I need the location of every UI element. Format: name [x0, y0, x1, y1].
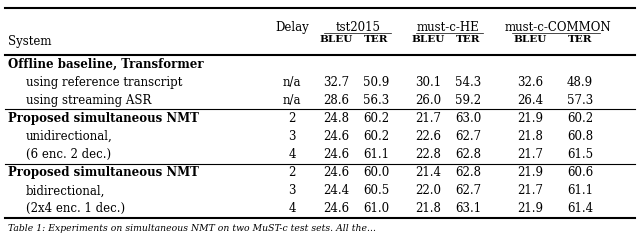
Text: Delay: Delay: [275, 21, 309, 34]
Text: Table 1: Experiments on simultaneous NMT on two MuST-c test sets. All the...: Table 1: Experiments on simultaneous NMT…: [8, 224, 376, 233]
Text: 61.0: 61.0: [363, 203, 389, 215]
Text: 22.6: 22.6: [415, 130, 441, 143]
Text: 26.0: 26.0: [415, 94, 441, 107]
Text: n/a: n/a: [283, 76, 301, 89]
Text: 54.3: 54.3: [455, 76, 481, 89]
Text: BLEU: BLEU: [513, 35, 547, 44]
Text: 62.8: 62.8: [455, 148, 481, 161]
Text: 21.4: 21.4: [415, 166, 441, 179]
Text: 21.9: 21.9: [517, 166, 543, 179]
Text: 21.9: 21.9: [517, 112, 543, 125]
Text: 24.4: 24.4: [323, 184, 349, 197]
Text: 57.3: 57.3: [567, 94, 593, 107]
Text: 62.8: 62.8: [455, 166, 481, 179]
Text: 48.9: 48.9: [567, 76, 593, 89]
Text: 4: 4: [288, 203, 296, 215]
Text: 24.6: 24.6: [323, 130, 349, 143]
Text: TER: TER: [568, 35, 592, 44]
Text: 28.6: 28.6: [323, 94, 349, 107]
Text: 21.7: 21.7: [415, 112, 441, 125]
Text: 24.6: 24.6: [323, 148, 349, 161]
Text: 32.6: 32.6: [517, 76, 543, 89]
Text: 63.1: 63.1: [455, 203, 481, 215]
Text: (2x4 enc. 1 dec.): (2x4 enc. 1 dec.): [26, 203, 125, 215]
Text: 60.2: 60.2: [363, 112, 389, 125]
Text: 61.4: 61.4: [567, 203, 593, 215]
Text: 60.0: 60.0: [363, 166, 389, 179]
Text: 32.7: 32.7: [323, 76, 349, 89]
Text: Proposed simultaneous NMT: Proposed simultaneous NMT: [8, 112, 199, 125]
Text: 60.8: 60.8: [567, 130, 593, 143]
Text: 60.6: 60.6: [567, 166, 593, 179]
Text: must-c-HE: must-c-HE: [417, 21, 479, 34]
Text: 26.4: 26.4: [517, 94, 543, 107]
Text: 61.1: 61.1: [363, 148, 389, 161]
Text: 60.2: 60.2: [567, 112, 593, 125]
Text: 61.5: 61.5: [567, 148, 593, 161]
Text: 21.7: 21.7: [517, 184, 543, 197]
Text: bidirectional,: bidirectional,: [26, 184, 106, 197]
Text: 60.5: 60.5: [363, 184, 389, 197]
Text: 62.7: 62.7: [455, 130, 481, 143]
Text: 2: 2: [288, 112, 296, 125]
Text: Offline baseline, Transformer: Offline baseline, Transformer: [8, 58, 204, 71]
Text: 2: 2: [288, 166, 296, 179]
Text: BLEU: BLEU: [412, 35, 445, 44]
Text: 24.6: 24.6: [323, 203, 349, 215]
Text: 21.8: 21.8: [517, 130, 543, 143]
Text: 30.1: 30.1: [415, 76, 441, 89]
Text: 3: 3: [288, 184, 296, 197]
Text: 21.7: 21.7: [517, 148, 543, 161]
Text: 3: 3: [288, 130, 296, 143]
Text: 22.8: 22.8: [415, 148, 441, 161]
Text: 60.2: 60.2: [363, 130, 389, 143]
Text: BLEU: BLEU: [319, 35, 353, 44]
Text: 22.0: 22.0: [415, 184, 441, 197]
Text: must-c-COMMON: must-c-COMMON: [505, 21, 611, 34]
Text: 56.3: 56.3: [363, 94, 389, 107]
Text: 50.9: 50.9: [363, 76, 389, 89]
Text: using reference transcript: using reference transcript: [26, 76, 182, 89]
Text: 21.8: 21.8: [415, 203, 441, 215]
Text: 63.0: 63.0: [455, 112, 481, 125]
Text: tst2015: tst2015: [335, 21, 381, 34]
Text: 21.9: 21.9: [517, 203, 543, 215]
Text: 24.8: 24.8: [323, 112, 349, 125]
Text: 61.1: 61.1: [567, 184, 593, 197]
Text: Proposed simultaneous NMT: Proposed simultaneous NMT: [8, 166, 199, 179]
Text: using streaming ASR: using streaming ASR: [26, 94, 152, 107]
Text: unidirectional,: unidirectional,: [26, 130, 113, 143]
Text: System: System: [8, 35, 51, 48]
Text: 4: 4: [288, 148, 296, 161]
Text: n/a: n/a: [283, 94, 301, 107]
Text: TER: TER: [456, 35, 480, 44]
Text: TER: TER: [364, 35, 388, 44]
Text: 62.7: 62.7: [455, 184, 481, 197]
Text: (6 enc. 2 dec.): (6 enc. 2 dec.): [26, 148, 111, 161]
Text: 24.6: 24.6: [323, 166, 349, 179]
Text: 59.2: 59.2: [455, 94, 481, 107]
